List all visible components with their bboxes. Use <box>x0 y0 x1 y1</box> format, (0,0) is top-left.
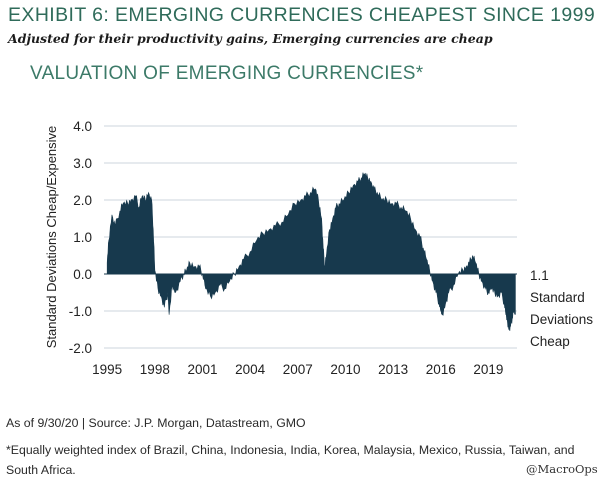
footnote: *Equally weighted index of Brazil, China… <box>6 443 575 477</box>
y-tick-label: -1.0 <box>69 304 92 319</box>
y-tick-label: 0.0 <box>73 267 92 282</box>
x-tick-labels: 1995 1998 2001 2004 2007 2010 2013 2016 2019 <box>92 362 503 377</box>
y-tick-label: 3.0 <box>73 156 92 171</box>
exhibit-subtitle: Adjusted for their productivity gains, E… <box>8 31 493 46</box>
y-tick-label: 2.0 <box>73 193 92 208</box>
y-tick-label: -2.0 <box>69 341 92 356</box>
annotation-line: Standard <box>530 290 585 305</box>
valuation-chart: 4.0 3.0 2.0 1.0 0.0 -1.0 -2.0 1995 1998 2001 2004… <box>44 119 593 377</box>
y-tick-label: 1.0 <box>73 230 92 245</box>
data-area <box>106 172 516 332</box>
x-tick-label: 2013 <box>378 362 408 377</box>
annotation-line: Deviations <box>530 312 593 327</box>
annotation-callout: 1.1 Standard Deviations Cheap <box>530 268 593 349</box>
chart-title: VALUATION OF EMERGING CURRENCIES* <box>30 63 424 84</box>
annotation-line: Cheap <box>530 334 570 349</box>
x-tick-label: 2007 <box>283 362 313 377</box>
source-note: As of 9/30/20 | Source: J.P. Morgan, Dat… <box>6 416 306 430</box>
y-tick-labels: 4.0 3.0 2.0 1.0 0.0 -1.0 -2.0 <box>69 119 92 356</box>
x-tick-label: 1998 <box>140 362 170 377</box>
exhibit-title: EXHIBIT 6: EMERGING CURRENCIES CHEAPEST … <box>8 4 596 26</box>
y-tick-label: 4.0 <box>73 119 92 134</box>
series-area <box>106 172 516 332</box>
watermark: @MacroOps <box>526 462 598 476</box>
x-tick-label: 2004 <box>235 362 266 377</box>
annotation-line: 1.1 <box>530 268 549 283</box>
x-tick-label: 2010 <box>330 362 360 377</box>
x-tick-label: 2016 <box>426 362 456 377</box>
x-tick-label: 2001 <box>187 362 217 377</box>
x-tick-label: 2019 <box>473 362 503 377</box>
x-tick-label: 1995 <box>92 362 122 377</box>
y-axis-label: Standard Deviations Cheap/Expensive <box>44 126 59 349</box>
